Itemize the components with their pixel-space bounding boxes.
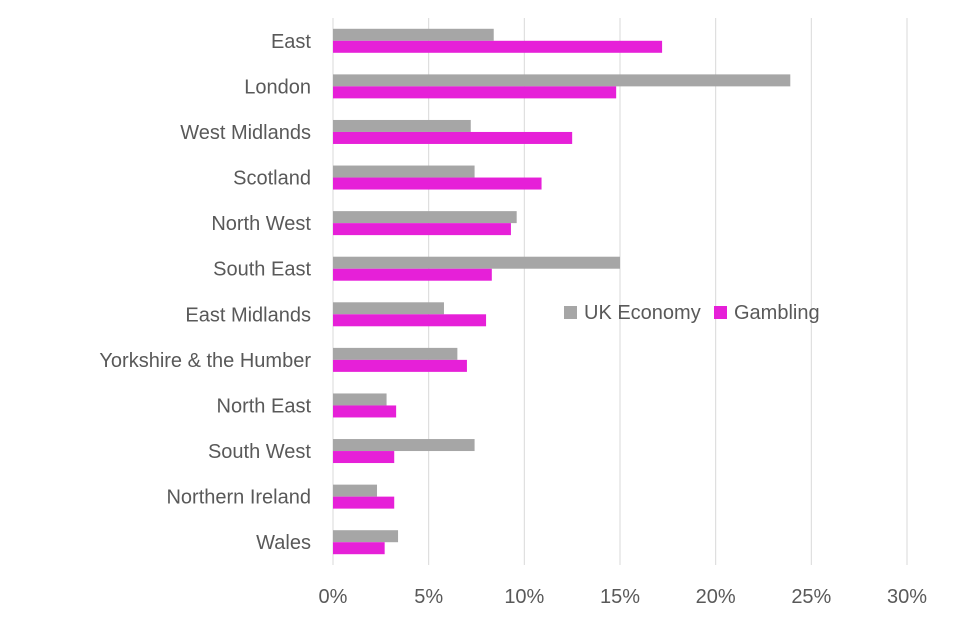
category-label: West Midlands	[180, 122, 311, 144]
category-label: North West	[211, 213, 311, 235]
bar-uk-economy	[333, 439, 475, 452]
x-tick-label: 20%	[696, 586, 736, 608]
bar-uk-economy	[333, 302, 444, 315]
legend-label: UK Economy	[584, 302, 701, 324]
category-label: Yorkshire & the Humber	[99, 350, 311, 372]
bar-uk-economy	[333, 256, 620, 269]
bar-uk-economy	[333, 119, 471, 132]
category-label: North East	[217, 395, 312, 417]
x-tick-label: 0%	[319, 586, 348, 608]
legend-swatch	[564, 306, 577, 319]
gridlines	[332, 18, 908, 565]
x-tick-label: 10%	[504, 586, 544, 608]
bar-gambling	[333, 86, 617, 99]
bar-gambling	[333, 405, 397, 418]
legend-swatch	[714, 306, 727, 319]
x-tick-label: 25%	[791, 586, 831, 608]
x-tick-label: 30%	[887, 586, 927, 608]
bar-uk-economy	[333, 393, 387, 406]
category-labels: East London West Midlands Scotland North Wes…	[99, 31, 311, 554]
legend: UK Economy Gambling	[564, 302, 820, 324]
legend-label: Gambling	[734, 302, 820, 324]
bar-gambling	[333, 314, 487, 327]
bar-gambling	[333, 359, 467, 372]
bar-gambling	[333, 131, 573, 144]
bar-uk-economy	[333, 347, 458, 360]
category-label: East Midlands	[185, 304, 311, 326]
bar-gambling	[333, 451, 395, 464]
bars	[333, 28, 791, 555]
bar-gambling	[333, 496, 395, 509]
bar-gambling	[333, 223, 511, 236]
bar-uk-economy	[333, 165, 475, 178]
bar-uk-economy	[333, 28, 494, 41]
bar-uk-economy	[333, 530, 399, 543]
bar-gambling	[333, 177, 542, 190]
category-label: South East	[213, 259, 311, 281]
bar-uk-economy	[333, 484, 378, 497]
category-label: Wales	[256, 532, 311, 554]
bar-uk-economy	[333, 74, 791, 87]
x-tick-labels: 0% 5% 10% 15% 20% 25% 30%	[319, 586, 928, 608]
bar-uk-economy	[333, 211, 517, 224]
category-label: East	[271, 31, 311, 53]
category-label: Scotland	[233, 168, 311, 190]
bar-gambling	[333, 40, 663, 53]
category-label: London	[244, 76, 311, 98]
x-tick-label: 5%	[414, 586, 443, 608]
category-label: South West	[208, 441, 311, 463]
x-tick-label: 15%	[600, 586, 640, 608]
bar-gambling	[333, 268, 492, 281]
category-label: Northern Ireland	[166, 487, 311, 509]
bar-gambling	[333, 542, 385, 555]
